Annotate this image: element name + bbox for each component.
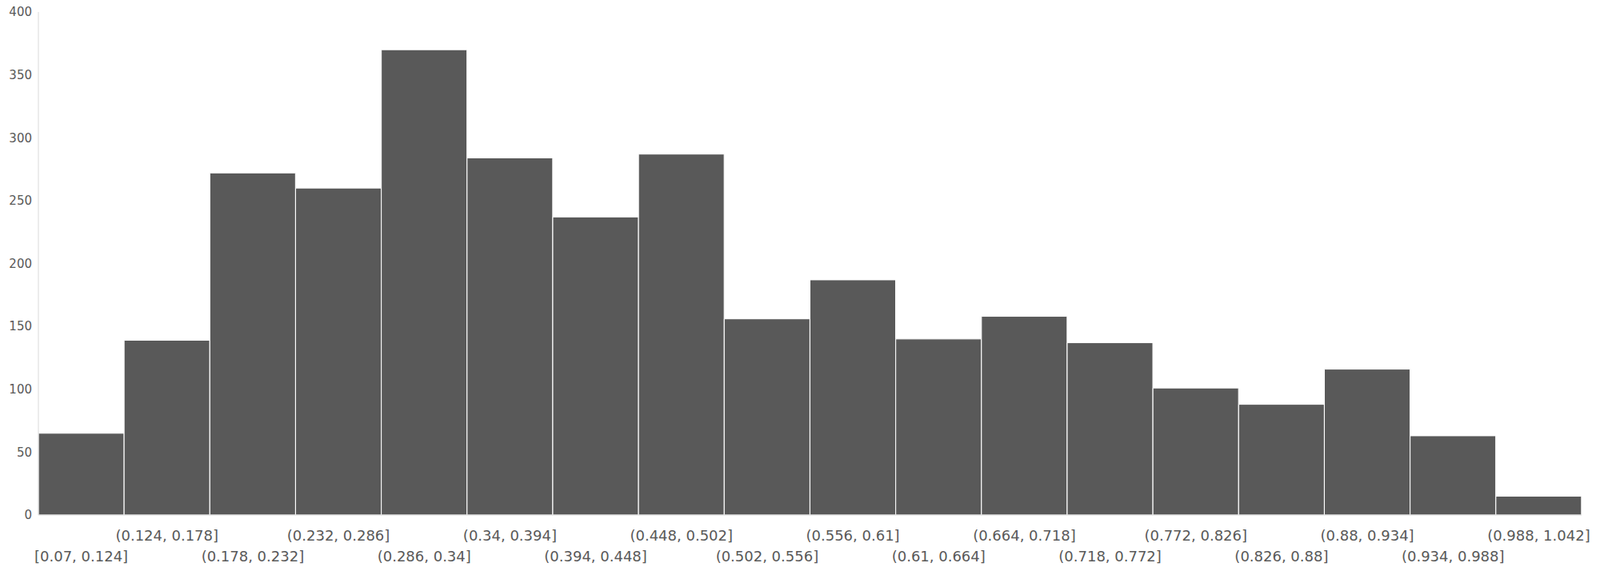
svg-text:250: 250	[8, 193, 32, 208]
svg-text:(0.826, 0.88]: (0.826, 0.88]	[1234, 548, 1328, 565]
svg-text:(0.718, 0.772]: (0.718, 0.772]	[1058, 548, 1162, 565]
svg-text:(0.502, 0.556]: (0.502, 0.556]	[716, 548, 820, 565]
svg-text:(0.556, 0.61]: (0.556, 0.61]	[806, 527, 900, 544]
svg-text:[0.07, 0.124]: [0.07, 0.124]	[34, 548, 128, 565]
svg-text:(0.664, 0.718]: (0.664, 0.718]	[972, 527, 1076, 544]
svg-text:(0.61, 0.664]: (0.61, 0.664]	[892, 548, 986, 565]
svg-text:(0.34, 0.394]: (0.34, 0.394]	[463, 527, 557, 544]
svg-text:(0.124, 0.178]: (0.124, 0.178]	[115, 527, 219, 544]
svg-text:200: 200	[8, 256, 32, 272]
svg-text:(0.394, 0.448]: (0.394, 0.448]	[544, 548, 648, 565]
svg-text:(0.232, 0.286]: (0.232, 0.286]	[287, 527, 391, 544]
svg-text:400: 400	[8, 4, 32, 20]
svg-text:150: 150	[8, 319, 32, 334]
svg-text:(0.988, 1.042]: (0.988, 1.042]	[1487, 527, 1591, 544]
svg-text:100: 100	[8, 382, 32, 397]
svg-text:(0.88, 0.934]: (0.88, 0.934]	[1320, 527, 1415, 544]
svg-text:(0.178, 0.232]: (0.178, 0.232]	[201, 548, 305, 565]
svg-text:(0.286, 0.34]: (0.286, 0.34]	[377, 548, 472, 565]
svg-text:350: 350	[8, 68, 32, 83]
svg-text:300: 300	[8, 131, 32, 146]
svg-text:50: 50	[16, 445, 32, 460]
svg-text:(0.448, 0.502]: (0.448, 0.502]	[629, 527, 733, 544]
svg-text:0: 0	[24, 508, 32, 523]
svg-text:(0.934, 0.988]: (0.934, 0.988]	[1401, 548, 1505, 565]
svg-text:(0.772, 0.826]: (0.772, 0.826]	[1144, 527, 1248, 544]
